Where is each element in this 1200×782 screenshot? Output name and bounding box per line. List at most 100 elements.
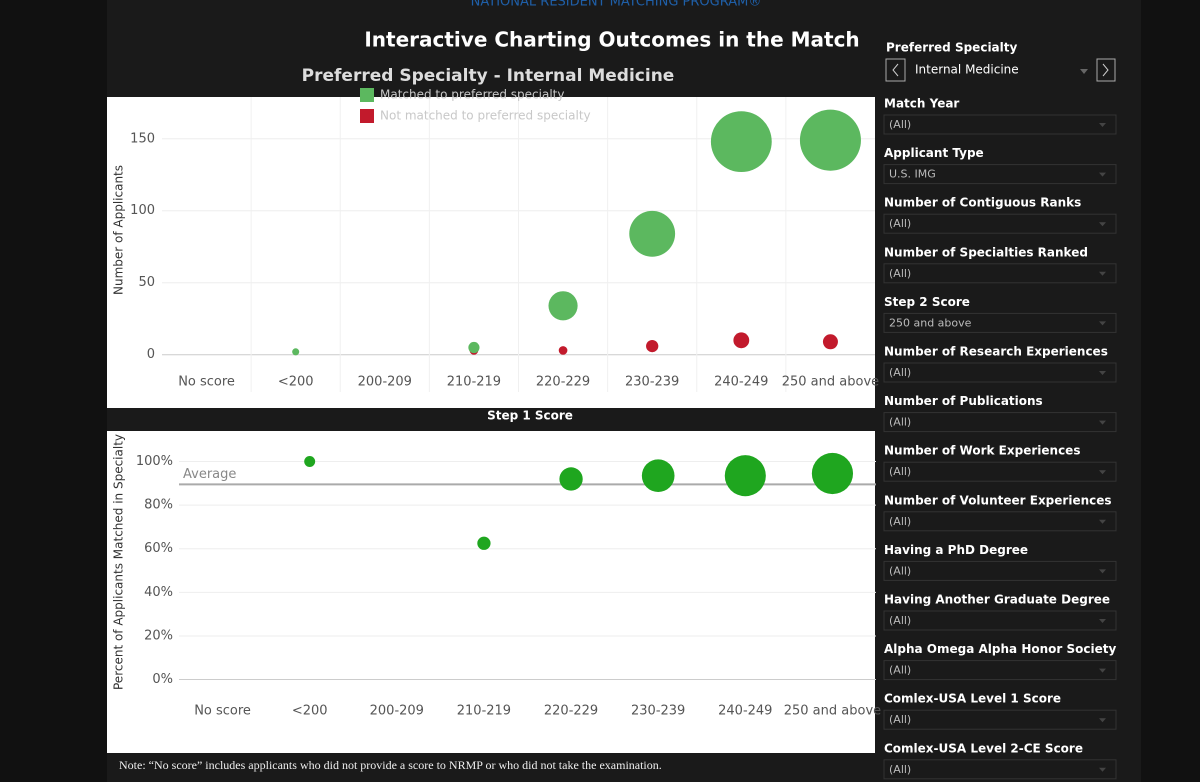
- dropdown-caret: [1099, 271, 1106, 276]
- legend-label: Matched to preferred specialty: [380, 88, 564, 102]
- dropdown-caret: [1080, 69, 1088, 74]
- filter-value: (All): [889, 366, 911, 379]
- bubble: [468, 341, 480, 354]
- x-tick-label: 210-219: [457, 704, 511, 719]
- legend-swatch: [360, 109, 374, 123]
- dropdown-caret: [1099, 668, 1106, 673]
- y-tick-label: 80%: [144, 498, 173, 513]
- bubble: [811, 452, 854, 495]
- dropdown-caret: [1099, 470, 1106, 475]
- y-tick-label: 0%: [152, 672, 173, 687]
- y-tick-label: 100%: [136, 454, 173, 469]
- filter-label: Alpha Omega Alpha Honor Society: [884, 642, 1116, 656]
- filter-label: Number of Contiguous Ranks: [884, 196, 1081, 210]
- x-tick-label: <200: [278, 375, 314, 390]
- y-tick-label: 0: [147, 347, 155, 362]
- bubble: [559, 467, 583, 491]
- filter-value: U.S. IMG: [889, 168, 936, 181]
- bubble: [558, 346, 568, 355]
- filter-label: Having Another Graduate Degree: [884, 593, 1110, 607]
- filter-value: (All): [889, 713, 911, 726]
- y-axis-label: Percent of Applicants Matched in Special…: [112, 434, 126, 690]
- filter-dropdown[interactable]: [883, 461, 1117, 482]
- dropdown-caret: [1099, 767, 1106, 772]
- y-tick-label: 60%: [144, 541, 173, 556]
- dropdown-caret: [1099, 222, 1106, 227]
- filter-label: Having a PhD Degree: [884, 543, 1028, 557]
- prev-button[interactable]: [885, 58, 906, 82]
- filter-label: Applicant Type: [884, 146, 984, 160]
- filter-dropdown[interactable]: [883, 164, 1117, 185]
- x-tick-label: 200-209: [370, 704, 424, 719]
- x-tick-label: 240-249: [714, 375, 768, 390]
- filter-label: Preferred Specialty: [886, 41, 1017, 55]
- x-tick-label: 230-239: [625, 375, 679, 390]
- dropdown-caret: [1099, 371, 1106, 375]
- x-tick-label: <200: [292, 704, 328, 719]
- bubble: [710, 111, 772, 173]
- filter-dropdown[interactable]: [883, 312, 1117, 333]
- filter-dropdown[interactable]: [883, 263, 1117, 284]
- filter-label: Number of Publications: [884, 394, 1043, 408]
- x-tick-label: 250 and above: [782, 375, 879, 390]
- filter-label: Comlex-USA Level 2-CE Score: [884, 741, 1083, 755]
- plots: 0 50 100 150 No score <200 200-209 210-219 220-2…: [130, 88, 881, 719]
- next-arrow: [1102, 63, 1109, 77]
- dropdown-caret: [1099, 619, 1106, 623]
- dropdown-caret: [1099, 123, 1106, 127]
- filter-label: Number of Specialties Ranked: [884, 245, 1088, 259]
- filter-dropdown[interactable]: [883, 759, 1117, 780]
- filter-value: (All): [889, 118, 911, 131]
- filter-value: (All): [889, 515, 911, 528]
- filter-label: Comlex-USA Level 1 Score: [884, 692, 1061, 706]
- filter-value: Internal Medicine: [915, 63, 1019, 77]
- filter-dropdown[interactable]: [883, 610, 1117, 631]
- x-tick-label: 220-229: [536, 375, 590, 390]
- x-tick-label: No score: [178, 375, 235, 390]
- filter-value: (All): [889, 416, 911, 429]
- dropdown-caret: [1099, 718, 1106, 723]
- filter-value: (All): [889, 763, 911, 776]
- x-tick-label: 230-239: [631, 704, 685, 719]
- filter-label: Step 2 Score: [884, 295, 970, 309]
- filter-value: (All): [889, 217, 911, 230]
- filter-label: Match Year: [884, 97, 959, 111]
- dropdown-caret: [1099, 321, 1106, 326]
- bubble: [799, 109, 861, 171]
- bubble: [477, 536, 491, 550]
- bubble: [304, 456, 316, 468]
- x-tick-label: 240-249: [718, 704, 772, 719]
- filter-dropdown[interactable]: [883, 412, 1117, 433]
- filter-label: Number of Research Experiences: [884, 345, 1108, 359]
- dropdown-caret: [1099, 519, 1106, 524]
- dropdown-caret: [1099, 569, 1106, 574]
- filter-value: (All): [889, 465, 911, 478]
- org-name: NATIONAL RESIDENT MATCHING PROGRAM®: [471, 0, 762, 10]
- filter-dropdown[interactable]: [883, 660, 1117, 681]
- bubble: [822, 334, 838, 350]
- filter-dropdown[interactable]: [883, 213, 1117, 234]
- filter-dropdown[interactable]: [883, 560, 1117, 581]
- next-button[interactable]: [1096, 58, 1116, 82]
- filter-value: (All): [889, 564, 911, 577]
- y-tick-label: 100: [130, 203, 155, 218]
- filter-value: (All): [889, 614, 911, 627]
- bubble: [292, 348, 300, 356]
- y-axis-label: Number of Applicants: [112, 165, 126, 295]
- specialty-select[interactable]: [908, 59, 1092, 81]
- filter-dropdown[interactable]: [883, 362, 1117, 383]
- dropdown-caret: [1099, 420, 1106, 425]
- filter-dropdown[interactable]: [883, 114, 1117, 135]
- bubble: [646, 339, 659, 353]
- reference-label: Average: [183, 467, 236, 482]
- y-tick-label: 150: [130, 131, 155, 146]
- x-tick-label: 200-209: [358, 375, 412, 390]
- filter-dropdown[interactable]: [883, 709, 1117, 730]
- filter-dropdown[interactable]: [883, 511, 1117, 532]
- filter-value: (All): [889, 267, 911, 280]
- legend-swatch: [360, 88, 374, 102]
- x-tick-label: 210-219: [447, 375, 501, 390]
- prev-arrow: [892, 63, 899, 77]
- bubble: [733, 332, 750, 349]
